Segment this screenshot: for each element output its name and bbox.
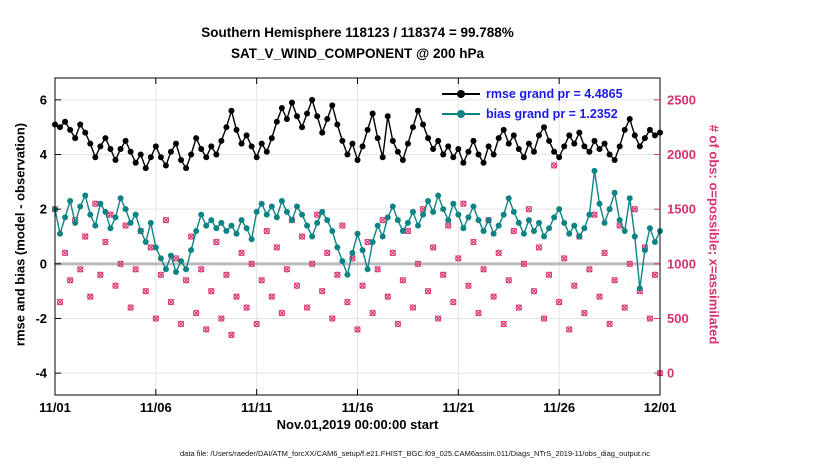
svg-text:11/11: 11/11 [241, 400, 272, 415]
legend-row-rmse: rmse grand pr = 4.4865 [442, 84, 623, 104]
svg-text:0: 0 [40, 256, 47, 271]
svg-text:2: 2 [40, 202, 47, 217]
legend-rmse-label: rmse grand pr = 4.4865 [486, 87, 623, 101]
svg-text:11/01: 11/01 [39, 400, 71, 415]
legend-rmse-marker-icon [457, 90, 465, 98]
svg-text:11/26: 11/26 [543, 400, 575, 415]
chart-subtitle: SAT_V_WIND_COMPONENT @ 200 hPa [231, 46, 484, 61]
legend-rmse-swatch [442, 87, 480, 101]
legend-bias-swatch [442, 107, 480, 121]
svg-text:11/06: 11/06 [140, 400, 172, 415]
svg-text:11/21: 11/21 [442, 400, 474, 415]
legend: rmse grand pr = 4.4865 bias grand pr = 1… [442, 84, 623, 124]
legend-bias-label: bias grand pr = 1.2352 [486, 107, 618, 121]
svg-text:6: 6 [40, 92, 47, 107]
legend-row-bias: bias grand pr = 1.2352 [442, 104, 623, 124]
svg-text:4: 4 [40, 147, 48, 162]
svg-text:500: 500 [667, 311, 689, 326]
chart-title-block: Southern Hemisphere 118123 / 118374 = 99… [55, 22, 660, 64]
svg-text:2000: 2000 [667, 147, 696, 162]
svg-text:12/01: 12/01 [644, 400, 677, 415]
svg-text:1000: 1000 [667, 256, 696, 271]
svg-text:2500: 2500 [667, 92, 696, 107]
legend-bias-marker-icon [457, 110, 465, 118]
svg-text:0: 0 [667, 366, 674, 381]
svg-text:1500: 1500 [667, 202, 696, 217]
svg-text:-2: -2 [35, 311, 47, 326]
chart-title: Southern Hemisphere 118123 / 118374 = 99… [201, 25, 514, 40]
left-ylabel: rmse and bias (model - observation) [12, 122, 28, 347]
data-file-path: data file: /Users/raeder/DAI/ATM_forcXX/… [180, 449, 650, 458]
x-axis-label: Nov.01,2019 00:00:00 start [276, 417, 439, 432]
right-ylabel: # of obs: o=possible; x=assimilated [706, 124, 722, 345]
svg-text:11/16: 11/16 [342, 400, 374, 415]
svg-text:-4: -4 [35, 366, 47, 381]
